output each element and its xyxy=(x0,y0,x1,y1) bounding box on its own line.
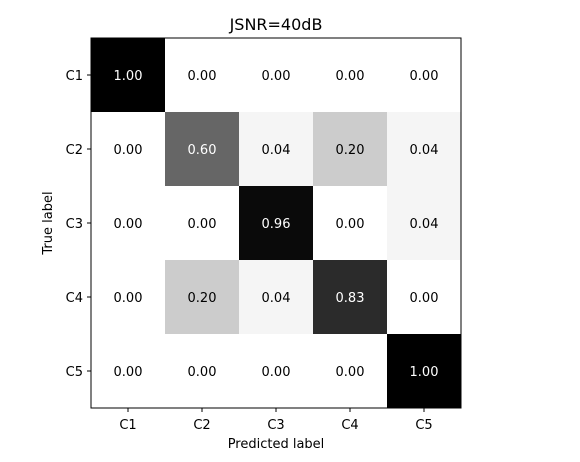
heatmap-cell-r4-c2 xyxy=(165,260,240,335)
cell-value-label-r2-c5: 0.04 xyxy=(410,143,439,158)
x-tick-label-c1: C1 xyxy=(119,418,136,433)
heatmap-cell-r3-c2 xyxy=(165,186,240,261)
cell-value-label-r4-c3: 0.04 xyxy=(262,291,291,306)
y-axis-label: True label xyxy=(41,191,56,255)
y-tick-label-c1: C1 xyxy=(66,69,83,84)
chart-title: JSNR=40dB xyxy=(229,15,323,34)
heatmap-cell-r1-c3 xyxy=(239,38,314,113)
cell-value-label-r2-c4: 0.20 xyxy=(336,143,365,158)
heatmap-cell-r1-c5 xyxy=(387,38,462,113)
cell-value-label-r4-c4: 0.83 xyxy=(336,291,365,306)
heatmap-cell-r1-c4 xyxy=(313,38,388,113)
heatmap-cell-r4-c5 xyxy=(387,260,462,335)
heatmap-cell-r3-c3 xyxy=(239,186,314,261)
cell-value-label-r4-c1: 0.00 xyxy=(114,291,143,306)
cell-value-label-r5-c3: 0.00 xyxy=(262,365,291,380)
heatmap-cell-r2-c2 xyxy=(165,112,240,187)
heatmap-cell-r5-c4 xyxy=(313,334,388,409)
cell-value-label-r1-c2: 0.00 xyxy=(188,69,217,84)
y-tick-label-c5: C5 xyxy=(66,365,83,380)
heatmap-cells: 1.00 0.00 0.00 0.00 0.00 0.00 0.60 0.04 0.20 0.04… xyxy=(91,38,462,409)
heatmap-cell-r2-c3 xyxy=(239,112,314,187)
y-tick-label-c4: C4 xyxy=(66,291,83,306)
cell-value-label-r1-c3: 0.00 xyxy=(262,69,291,84)
heatmap-cell-r5-c1 xyxy=(91,334,166,409)
cell-value-label-r4-c5: 0.00 xyxy=(410,291,439,306)
heatmap-cell-r2-c1 xyxy=(91,112,166,187)
heatmap-cell-r1-c2 xyxy=(165,38,240,113)
x-tick-label-c5: C5 xyxy=(415,418,432,433)
cell-value-label-r3-c5: 0.04 xyxy=(410,217,439,232)
heatmap-cell-r4-c1 xyxy=(91,260,166,335)
x-axis-label: Predicted label xyxy=(228,437,325,452)
cell-value-label-r1-c5: 0.00 xyxy=(410,69,439,84)
cell-value-label-r2-c1: 0.00 xyxy=(114,143,143,158)
cell-value-label-r1-c4: 0.00 xyxy=(336,69,365,84)
heatmap-cell-r5-c3 xyxy=(239,334,314,409)
heatmap-cell-r2-c4 xyxy=(313,112,388,187)
cell-value-label-r2-c2: 0.60 xyxy=(188,143,217,158)
y-tick-label-c3: C3 xyxy=(66,217,83,232)
heatmap-cell-r3-c1 xyxy=(91,186,166,261)
heatmap-cell-r2-c5 xyxy=(387,112,462,187)
heatmap-cell-r3-c5 xyxy=(387,186,462,261)
heatmap-cell-r1-c1 xyxy=(91,38,166,113)
cell-value-label-r1-c1: 1.00 xyxy=(114,69,143,84)
cell-value-label-r3-c4: 0.00 xyxy=(336,217,365,232)
cell-value-label-r5-c2: 0.00 xyxy=(188,365,217,380)
x-axis-ticks: C1 C2 C3 C4 C5 xyxy=(119,408,433,433)
heatmap-cell-r5-c2 xyxy=(165,334,240,409)
cell-value-label-r2-c3: 0.04 xyxy=(262,143,291,158)
x-tick-label-c2: C2 xyxy=(193,418,210,433)
x-tick-label-c3: C3 xyxy=(267,418,284,433)
heatmap-cell-r3-c4 xyxy=(313,186,388,261)
x-tick-label-c4: C4 xyxy=(341,418,358,433)
cell-value-label-r5-c1: 0.00 xyxy=(114,365,143,380)
y-axis-ticks: C1 C2 C3 C4 C5 xyxy=(66,69,91,380)
cell-value-label-r3-c3: 0.96 xyxy=(262,217,291,232)
cell-value-label-r3-c2: 0.00 xyxy=(188,217,217,232)
cell-value-label-r4-c2: 0.20 xyxy=(188,291,217,306)
cell-value-label-r5-c5: 1.00 xyxy=(410,365,439,380)
y-tick-label-c2: C2 xyxy=(66,143,83,158)
cell-value-label-r3-c1: 0.00 xyxy=(114,217,143,232)
heatmap-cell-r4-c4 xyxy=(313,260,388,335)
heatmap-cell-r4-c3 xyxy=(239,260,314,335)
cell-value-label-r5-c4: 0.00 xyxy=(336,365,365,380)
heatmap-cell-r5-c5 xyxy=(387,334,462,409)
